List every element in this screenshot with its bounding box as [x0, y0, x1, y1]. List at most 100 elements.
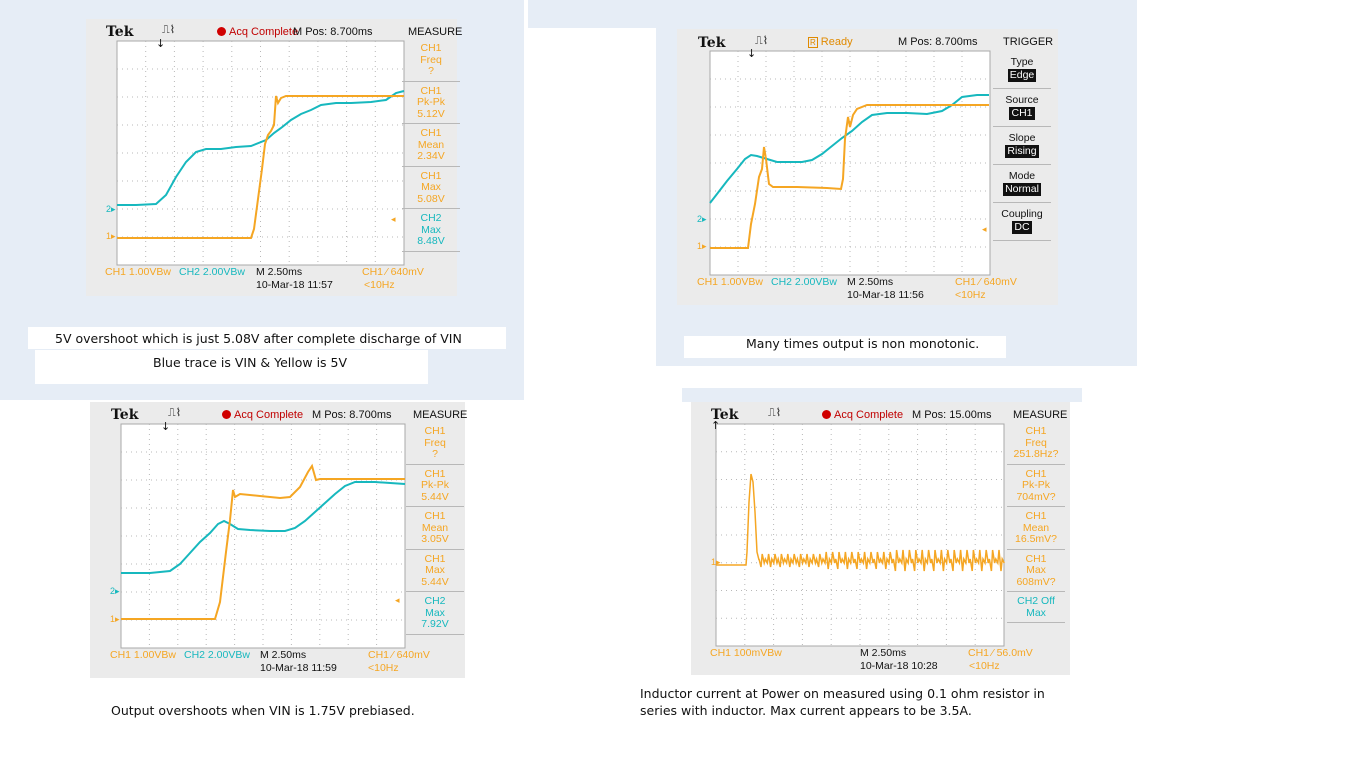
scope-2-ch1-trace [710, 104, 989, 249]
scope-1-status: Acq Complete [217, 26, 298, 38]
scope-3-menu-item-5: CH2 Max 7.92V [406, 592, 464, 635]
caption-scope-1-line-2: Blue trace is VIN & Yellow is 5V [153, 355, 348, 370]
scope-3-timebase: M 2.50ms [260, 649, 307, 661]
scope-1-graticule [116, 40, 405, 266]
caption-scope-4-line-2: series with inductor. Max current appear… [640, 703, 972, 718]
menu-item-line: Mean [421, 521, 449, 534]
scope-screenshot-3: Tek ⎍⌇ ↓ Acq Complete M Pos: 8.700ms MEA… [90, 402, 467, 678]
scope-4-menu-title: MEASURE [1013, 409, 1068, 421]
scope-1-ch2-marker: 2▸ [106, 204, 116, 214]
status-dot-icon [222, 410, 231, 419]
menu-item-line: Pk-Pk [1021, 479, 1050, 491]
trigger-step-icon: ⎍⌇ [168, 406, 182, 419]
menu-item-line: 5.12V [417, 107, 445, 120]
menu-item-line: Max [1026, 606, 1046, 619]
scope-screenshot-2: Tek ⎍⌇ ↓ R Ready M Pos: 8.700ms TRIGGER T… [677, 29, 1058, 305]
scope-3-menu-item-1: CH1 Freq? [406, 422, 464, 465]
scope-2-menu-item-3: Slope Rising [993, 127, 1051, 165]
menu-item-line: ? [432, 448, 438, 460]
menu-item-line: CH1 [1025, 467, 1047, 480]
scope-2-ch2-trace [709, 94, 989, 204]
menu-item-line: Rising [1005, 145, 1039, 158]
menu-item-line: CH1 [424, 425, 446, 437]
scope-1-timebase: M 2.50ms [256, 266, 303, 278]
menu-item-line: 5.44V [421, 575, 449, 588]
status-dot-icon [822, 410, 831, 419]
scope-4-ch1-trace [716, 473, 1005, 572]
menu-item-line: CH2 [420, 212, 442, 224]
menu-item-line: Freq [424, 436, 446, 449]
scope-4-trigger-setting: CH1 ⁄ 56.0mV [968, 647, 1033, 659]
scope-3-menu-item-2: CH1 Pk-Pk 5.44V [406, 465, 464, 507]
menu-item-line: Freq [420, 53, 442, 66]
menu-item-line: Normal [1003, 183, 1041, 196]
menu-item-line: Pk-Pk [416, 96, 445, 108]
scope-2-ch1-scale: CH1 1.00VBw [697, 276, 763, 288]
scope-3-ch1-scale: CH1 1.00VBw [110, 649, 176, 661]
menu-item-line: Mode [1008, 170, 1036, 182]
trigger-step-icon: ⎍⌇ [768, 406, 782, 419]
trigger-position-arrow-icon: ↓ [156, 37, 166, 50]
menu-item-line: 3.05V [421, 533, 449, 545]
scope-2-menu-item-1: Type Edge [993, 51, 1051, 89]
scope-1-trigger-level-marker: ◂ [391, 214, 396, 224]
scope-1-ch1-marker: 1▸ [106, 231, 116, 241]
scope-3-status: Acq Complete [222, 409, 303, 421]
scope-1-brand: Tek [106, 24, 134, 40]
scope-1-menu-item-1: CH1 Freq? [402, 39, 460, 82]
menu-item-line: Coupling [1001, 208, 1043, 220]
menu-item-line: 7.92V [421, 618, 449, 630]
menu-item-line: Freq [1025, 436, 1047, 449]
menu-item-line: CH2 [424, 595, 446, 607]
scope-2-menu-item-2: Source CH1 [993, 89, 1051, 127]
menu-item-line: CH1 [420, 84, 442, 97]
scope-1-menu-item-5: CH2 Max 8.48V [402, 209, 460, 252]
menu-item-line: CH1 [420, 169, 442, 182]
trigger-position-arrow-icon: ↓ [161, 420, 171, 433]
scope-1-menu-item-4: CH1 Max 5.08V [402, 167, 460, 209]
scope-3-mpos: M Pos: 8.700ms [312, 409, 392, 421]
menu-item-line: 5.44V [421, 490, 449, 503]
menu-item-line: Mean [417, 138, 445, 151]
scope-4-status: Acq Complete [822, 409, 903, 421]
menu-item-line: Max [421, 181, 441, 193]
scope-3-brand: Tek [111, 407, 139, 423]
scope-4-menu-item-1: CH1 Freq 251.8Hz? [1007, 422, 1065, 465]
scope-4-date: 10-Mar-18 10:28 [860, 660, 938, 672]
scope-4-trigger-freq: <10Hz [969, 660, 1000, 672]
trigger-step-icon: ⎍⌇ [162, 23, 176, 36]
menu-item-line: CH1 [1009, 107, 1035, 120]
scope-1-mpos: M Pos: 8.700ms [293, 26, 373, 38]
scope-4-status-text: Acq Complete [834, 409, 904, 421]
scope-2-status-text: Ready [820, 36, 853, 48]
scope-2-graticule [709, 50, 991, 276]
scope-1-ch1-scale: CH1 1.00VBw [105, 266, 171, 278]
scope-2-menu-item-5: Coupling DC [993, 203, 1051, 241]
menu-item-line: CH1 [424, 510, 446, 522]
scope-2-trigger-setting: CH1 ⁄ 640mV [955, 276, 1017, 288]
trigger-step-icon: ⎍⌇ [755, 34, 769, 47]
scope-3-menu-item-4: CH1 Max 5.44V [406, 550, 464, 592]
scope-2-brand: Tek [698, 35, 726, 51]
scope-4-mpos: M Pos: 15.00ms [912, 409, 992, 421]
scope-3-ch2-marker: 2▸ [110, 586, 120, 596]
menu-item-line: Max [421, 223, 441, 236]
menu-item-line: 251.8Hz? [1013, 448, 1059, 460]
scope-2-date: 10-Mar-18 11:56 [847, 289, 924, 301]
caption-box-1 [28, 327, 506, 349]
caption-box-1b [35, 350, 428, 384]
menu-item-line: DC [1012, 221, 1032, 234]
scope-2-mpos: M Pos: 8.700ms [898, 36, 978, 48]
scope-3-ch1-trace [121, 463, 405, 620]
scope-4-timebase: M 2.50ms [860, 647, 907, 659]
scope-2-ch2-marker: 2▸ [697, 214, 707, 224]
scope-2-timebase: M 2.50ms [847, 276, 894, 288]
scope-1-ch1-trace [117, 95, 404, 239]
menu-item-line: 704mV? [1016, 490, 1056, 503]
scope-4-menu-item-2: CH1 Pk-Pk 704mV? [1007, 465, 1065, 507]
scope-4-graticule [715, 423, 1005, 647]
scope-2-status: R Ready [808, 36, 853, 48]
scope-3-date: 10-Mar-18 11:59 [260, 662, 337, 674]
trigger-position-arrow-icon: ↓ [747, 47, 757, 60]
scope-1-menu-item-3: CH1 Mean 2.34V [402, 124, 460, 167]
